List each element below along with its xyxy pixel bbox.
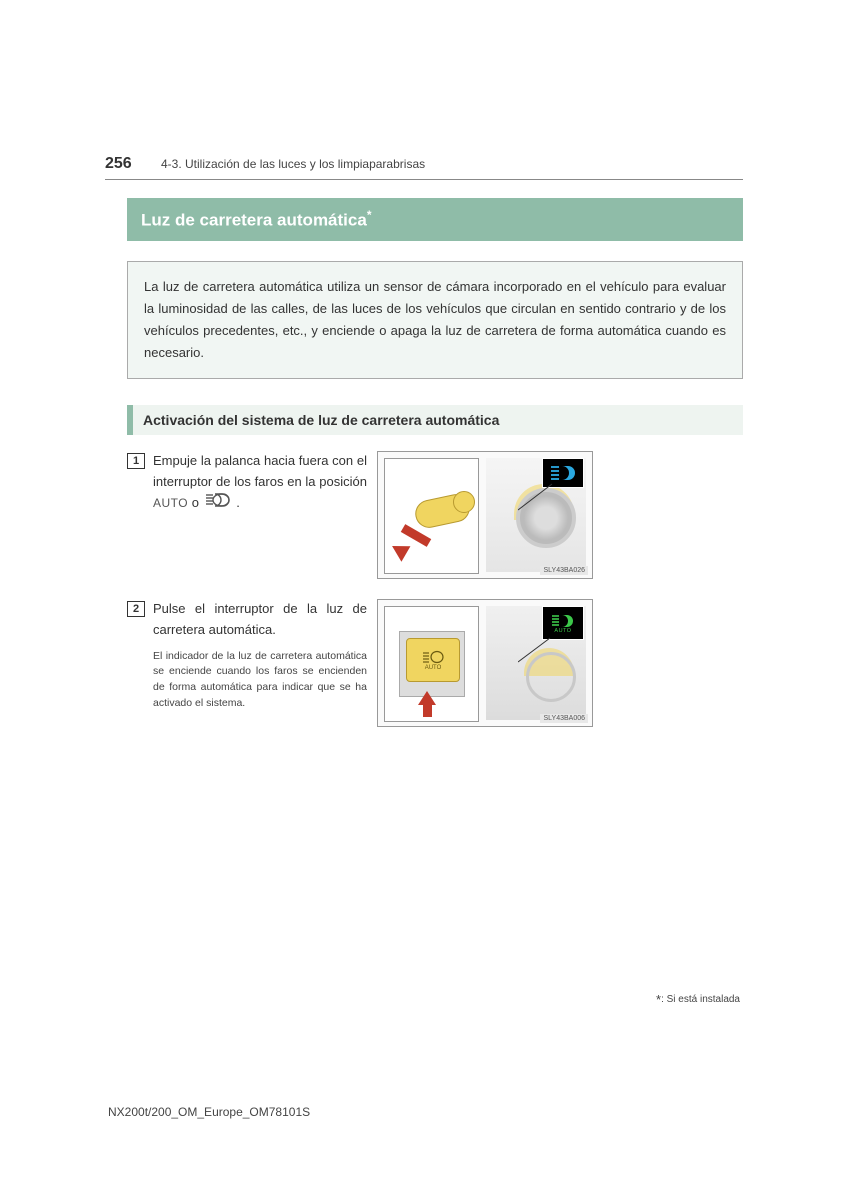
figure-1: SLY43BA026: [377, 451, 593, 579]
auto-high-beam-icon: [550, 613, 576, 628]
page-number: 256: [105, 155, 161, 173]
step-text: Pulse el interruptor de la luz de carret…: [153, 599, 367, 641]
auto-label: AUTO: [153, 496, 188, 510]
arrow-head-icon: [388, 538, 411, 562]
arrow-head-icon: [418, 691, 436, 705]
figure-1-detail: [384, 458, 479, 574]
figure-2: AUTO: [377, 599, 593, 727]
button-panel: AUTO: [399, 631, 465, 697]
step-number: 1: [127, 453, 145, 469]
step-left: 1 Empuje la palanca hacia fuera con el i…: [127, 451, 367, 579]
title-text: Luz de carretera automática: [141, 211, 367, 230]
auto-button-label: AUTO: [425, 665, 442, 671]
auto-beam-icon: [421, 650, 445, 664]
figure-ref: SLY43BA026: [540, 566, 588, 575]
callout-line: [518, 482, 558, 512]
section-label: 4-3. Utilización de las luces y los limp…: [161, 157, 425, 171]
step-text: Empuje la palanca hacia fuera con el int…: [153, 451, 367, 579]
subheading: Activación del sistema de luz de carrete…: [127, 405, 743, 435]
step-row: 2 Pulse el interruptor de la luz de carr…: [127, 599, 743, 727]
figure-2-detail: AUTO: [384, 606, 479, 722]
step1-part-c: .: [233, 495, 240, 510]
step1-part-b: o: [188, 495, 202, 510]
high-beam-icon: [549, 464, 577, 482]
footnote-text: : Si está instalada: [661, 994, 740, 1005]
step1-part-a: Empuje la palanca hacia fuera con el int…: [153, 453, 367, 489]
footer-code: NX200t/200_OM_Europe_OM78101S: [108, 1105, 310, 1119]
intro-box: La luz de carretera automática utiliza u…: [127, 261, 743, 379]
indicator-sub-label: AUTO: [554, 628, 571, 634]
title-asterisk: *: [367, 208, 372, 222]
step-text-wrap: Pulse el interruptor de la luz de carret…: [153, 599, 367, 727]
lever-tip: [453, 491, 475, 513]
step-row: 1 Empuje la palanca hacia fuera con el i…: [127, 451, 743, 579]
figure-ref: SLY43BA006: [540, 714, 588, 723]
indicator-callout: AUTO: [542, 606, 584, 640]
footnote: *: Si está instalada: [656, 992, 740, 1007]
auto-button: AUTO: [406, 638, 460, 682]
page-header: 256 4-3. Utilización de las luces y los …: [105, 155, 743, 180]
step-subtext: El indicador de la luz de carretera auto…: [153, 649, 367, 712]
title-bar: Luz de carretera automática*: [127, 198, 743, 241]
callout-line: [518, 636, 558, 666]
step-number: 2: [127, 601, 145, 617]
headlight-icon: [205, 493, 231, 514]
step-left: 2 Pulse el interruptor de la luz de carr…: [127, 599, 367, 727]
